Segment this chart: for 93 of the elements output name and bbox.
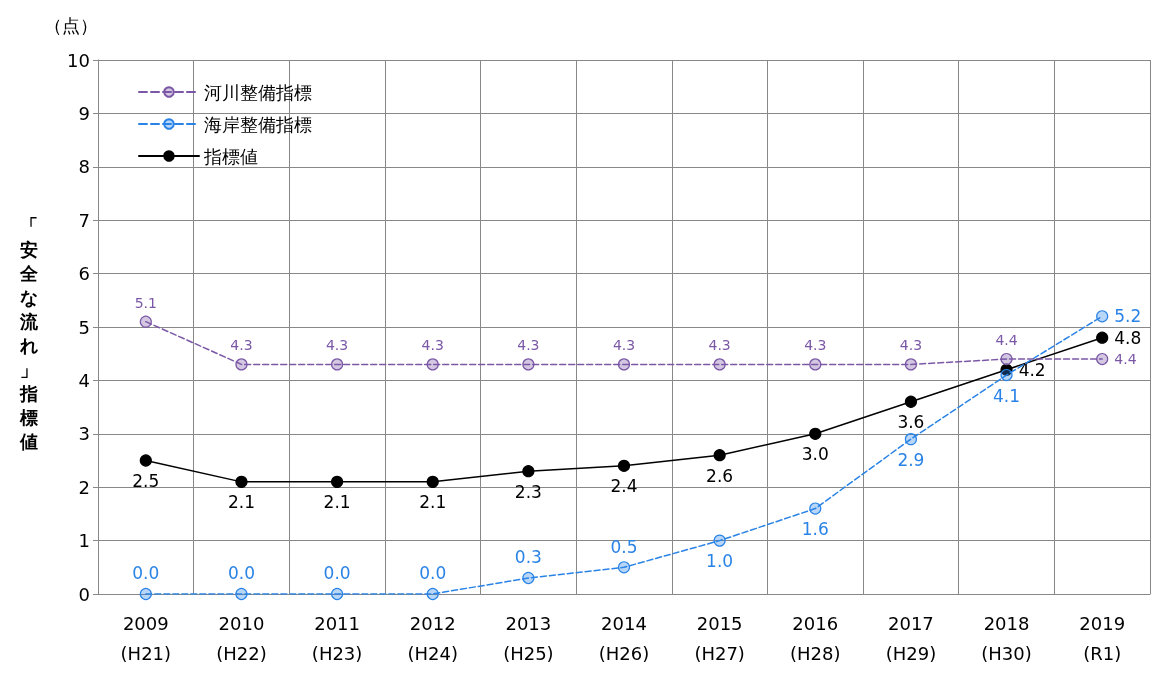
point — [235, 358, 248, 371]
data-label: 2.4 — [610, 476, 638, 497]
data-label: 4.3 — [421, 337, 444, 354]
x-tick-label: 2012 (H24) — [407, 612, 458, 664]
data-label: 2.1 — [323, 492, 351, 513]
data-label: 2.1 — [227, 492, 255, 513]
point — [1096, 331, 1109, 344]
data-label: 4.4 — [995, 331, 1018, 348]
legend-label: 河川整備指標 — [204, 81, 312, 103]
x-tick-label: 2009 (H21) — [120, 612, 172, 664]
point — [426, 587, 439, 601]
data-label: 4.3 — [325, 337, 349, 354]
point — [1096, 352, 1109, 366]
data-label: 4.3 — [708, 337, 731, 354]
x-tick-label: 2014 (H26) — [598, 612, 650, 664]
point — [713, 449, 726, 462]
point — [904, 433, 918, 446]
data-label: 2.3 — [514, 481, 542, 502]
legend-label: 海岸整備指標 — [204, 113, 312, 135]
data-label: 0.5 — [610, 536, 638, 557]
data-label: 2.9 — [897, 449, 925, 470]
y-tick-label: 7 — [78, 209, 90, 231]
y-tick-label: 9 — [78, 102, 90, 124]
data-label: 0.0 — [419, 563, 447, 584]
data-label: 5.1 — [134, 294, 157, 311]
data-label: 4.3 — [612, 337, 636, 354]
y-tick-label: 8 — [78, 156, 90, 178]
point — [904, 358, 918, 371]
point — [1000, 363, 1013, 376]
data-label: 1.6 — [801, 519, 829, 540]
data-label: 4.4 — [1114, 351, 1137, 368]
data-label: 2.1 — [419, 492, 447, 513]
point — [235, 475, 248, 488]
x-tick-label: 2016 (H28) — [790, 612, 841, 664]
point — [426, 358, 439, 371]
point — [809, 358, 822, 371]
point — [139, 587, 152, 601]
data-label: 2.5 — [132, 471, 160, 492]
y-tick-label: 1 — [78, 530, 90, 552]
data-label: 0.3 — [514, 547, 542, 568]
data-label: 0.0 — [227, 563, 255, 584]
point — [522, 358, 535, 371]
point — [426, 475, 439, 488]
point — [331, 358, 344, 371]
y-tick-label: 2 — [78, 476, 90, 498]
y-tick-label: 10 — [67, 49, 90, 71]
data-label: 4.3 — [899, 337, 923, 354]
data-label: 2.6 — [706, 465, 734, 486]
y-tick-label: 0 — [78, 583, 90, 605]
text: （点） — [44, 14, 98, 36]
point — [139, 315, 152, 328]
point — [522, 465, 535, 478]
point — [139, 454, 152, 467]
point — [235, 587, 248, 601]
data-label: 4.3 — [517, 337, 540, 354]
point — [713, 358, 726, 371]
point — [331, 587, 344, 601]
y-tick-label: 6 — [78, 263, 90, 285]
point — [809, 427, 822, 440]
point — [713, 534, 726, 547]
data-label: 0.0 — [323, 563, 351, 584]
data-label: 5.2 — [1114, 306, 1142, 327]
point — [1000, 352, 1013, 366]
y-tick-label: 4 — [78, 369, 90, 391]
point — [617, 561, 631, 574]
x-tick-label: 2017 (H29) — [885, 612, 937, 664]
point — [331, 475, 344, 488]
data-label: 0.0 — [132, 563, 160, 584]
data-label: 4.1 — [993, 385, 1021, 406]
point — [522, 571, 535, 585]
x-tick-label: 2018 (H30) — [981, 612, 1032, 664]
x-tick-label: 2019 (R1) — [1079, 612, 1126, 664]
point — [809, 502, 822, 515]
data-label: 4.3 — [804, 337, 827, 354]
point — [904, 395, 918, 408]
x-tick-label: 2010 (H22) — [216, 612, 267, 664]
y-tick-label: 5 — [78, 316, 90, 338]
data-label: 4.2 — [1018, 359, 1046, 380]
point — [1000, 368, 1013, 382]
data-label: 3.0 — [801, 444, 829, 465]
x-tick-label: 2011 (H23) — [311, 612, 363, 664]
data-label: 4.8 — [1114, 327, 1142, 348]
point — [1096, 310, 1109, 323]
point — [617, 459, 631, 472]
legend-label: 指標値 — [203, 145, 258, 167]
data-label: 4.3 — [230, 337, 253, 354]
data-label: 3.6 — [897, 412, 925, 433]
y-tick-label: 3 — [78, 423, 90, 445]
x-tick-label: 2015 (H27) — [694, 612, 745, 664]
data-label: 1.0 — [706, 551, 734, 572]
text: 「安全な流れ」指標値 — [20, 214, 38, 452]
x-tick-label: 2013 (H25) — [503, 612, 554, 664]
point — [617, 358, 631, 371]
